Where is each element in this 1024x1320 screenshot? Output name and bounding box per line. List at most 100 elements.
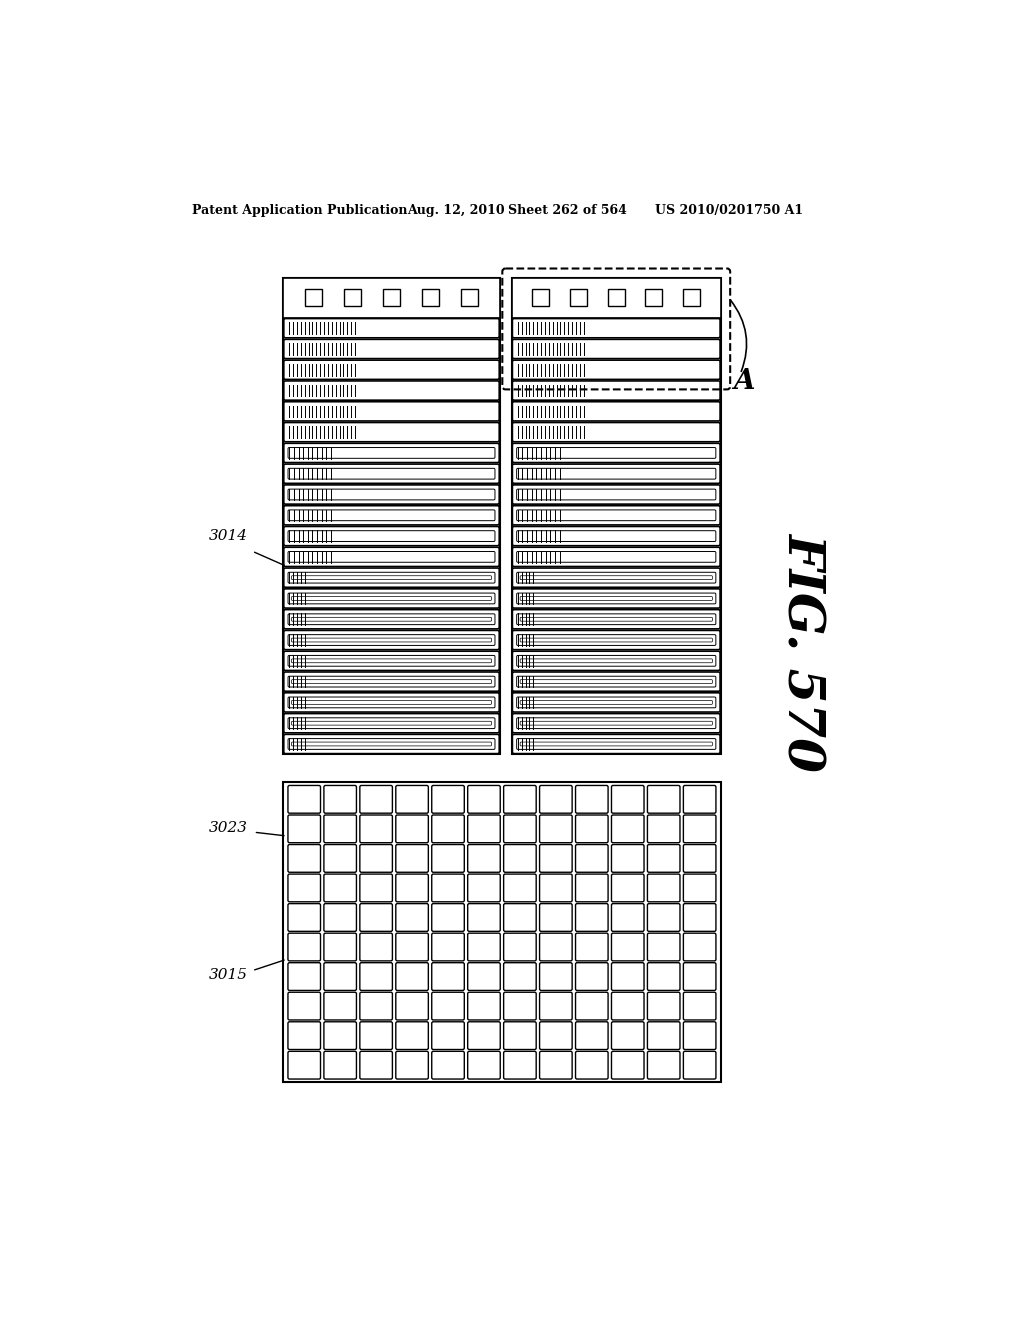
- FancyBboxPatch shape: [520, 638, 713, 642]
- FancyBboxPatch shape: [540, 785, 572, 813]
- FancyBboxPatch shape: [468, 874, 501, 902]
- FancyBboxPatch shape: [284, 527, 500, 545]
- Bar: [305, 289, 322, 306]
- FancyBboxPatch shape: [512, 444, 720, 462]
- FancyBboxPatch shape: [540, 1051, 572, 1078]
- FancyBboxPatch shape: [504, 785, 537, 813]
- FancyBboxPatch shape: [517, 510, 716, 520]
- FancyBboxPatch shape: [504, 845, 537, 873]
- FancyBboxPatch shape: [520, 659, 713, 663]
- FancyBboxPatch shape: [288, 531, 495, 541]
- FancyBboxPatch shape: [512, 631, 720, 649]
- FancyBboxPatch shape: [288, 447, 495, 458]
- Text: Sheet 262 of 564: Sheet 262 of 564: [508, 205, 627, 218]
- Bar: [422, 289, 439, 306]
- Text: 3014: 3014: [209, 529, 248, 543]
- Text: Patent Application Publication: Patent Application Publication: [191, 205, 408, 218]
- FancyBboxPatch shape: [324, 993, 356, 1020]
- FancyBboxPatch shape: [575, 993, 608, 1020]
- FancyBboxPatch shape: [611, 785, 644, 813]
- FancyBboxPatch shape: [512, 506, 720, 525]
- FancyBboxPatch shape: [647, 785, 680, 813]
- FancyBboxPatch shape: [292, 597, 492, 601]
- FancyBboxPatch shape: [540, 814, 572, 842]
- FancyBboxPatch shape: [292, 742, 492, 746]
- FancyBboxPatch shape: [512, 672, 720, 692]
- FancyBboxPatch shape: [396, 845, 428, 873]
- FancyBboxPatch shape: [359, 845, 392, 873]
- FancyBboxPatch shape: [575, 1051, 608, 1078]
- FancyBboxPatch shape: [504, 962, 537, 990]
- FancyBboxPatch shape: [540, 962, 572, 990]
- FancyBboxPatch shape: [284, 589, 500, 609]
- Text: A: A: [733, 368, 755, 395]
- Bar: [512, 277, 721, 754]
- FancyBboxPatch shape: [517, 469, 716, 479]
- FancyBboxPatch shape: [432, 962, 464, 990]
- FancyBboxPatch shape: [611, 933, 644, 961]
- FancyBboxPatch shape: [284, 672, 500, 692]
- FancyBboxPatch shape: [284, 651, 500, 671]
- FancyBboxPatch shape: [432, 845, 464, 873]
- Text: FIG. 570: FIG. 570: [778, 532, 826, 771]
- FancyBboxPatch shape: [284, 610, 500, 628]
- FancyBboxPatch shape: [468, 1051, 501, 1078]
- FancyBboxPatch shape: [288, 490, 495, 500]
- FancyBboxPatch shape: [540, 904, 572, 932]
- FancyBboxPatch shape: [517, 635, 716, 645]
- FancyBboxPatch shape: [284, 734, 500, 754]
- Bar: [283, 277, 500, 754]
- FancyBboxPatch shape: [284, 360, 500, 379]
- FancyBboxPatch shape: [359, 993, 392, 1020]
- Bar: [283, 277, 500, 318]
- FancyBboxPatch shape: [359, 962, 392, 990]
- FancyBboxPatch shape: [324, 845, 356, 873]
- FancyBboxPatch shape: [396, 814, 428, 842]
- FancyBboxPatch shape: [432, 993, 464, 1020]
- FancyBboxPatch shape: [324, 904, 356, 932]
- FancyBboxPatch shape: [432, 904, 464, 932]
- FancyBboxPatch shape: [611, 993, 644, 1020]
- FancyBboxPatch shape: [324, 814, 356, 842]
- FancyBboxPatch shape: [512, 734, 720, 754]
- FancyBboxPatch shape: [575, 1022, 608, 1049]
- FancyBboxPatch shape: [540, 993, 572, 1020]
- FancyBboxPatch shape: [324, 962, 356, 990]
- FancyBboxPatch shape: [284, 422, 500, 442]
- FancyBboxPatch shape: [520, 618, 713, 622]
- FancyBboxPatch shape: [504, 993, 537, 1020]
- FancyBboxPatch shape: [292, 721, 492, 725]
- FancyBboxPatch shape: [288, 614, 495, 624]
- FancyBboxPatch shape: [517, 573, 716, 583]
- FancyBboxPatch shape: [575, 904, 608, 932]
- FancyBboxPatch shape: [396, 1051, 428, 1078]
- FancyBboxPatch shape: [517, 656, 716, 667]
- FancyBboxPatch shape: [292, 701, 492, 705]
- FancyBboxPatch shape: [432, 1051, 464, 1078]
- FancyBboxPatch shape: [647, 962, 680, 990]
- FancyBboxPatch shape: [575, 785, 608, 813]
- Bar: [344, 289, 361, 306]
- FancyBboxPatch shape: [611, 814, 644, 842]
- FancyBboxPatch shape: [611, 904, 644, 932]
- FancyBboxPatch shape: [512, 422, 720, 442]
- FancyBboxPatch shape: [468, 785, 501, 813]
- FancyBboxPatch shape: [288, 635, 495, 645]
- FancyBboxPatch shape: [512, 714, 720, 733]
- FancyBboxPatch shape: [324, 933, 356, 961]
- Text: 3015: 3015: [209, 968, 248, 982]
- FancyBboxPatch shape: [512, 360, 720, 379]
- FancyBboxPatch shape: [288, 697, 495, 708]
- FancyBboxPatch shape: [611, 962, 644, 990]
- FancyBboxPatch shape: [517, 593, 716, 603]
- FancyBboxPatch shape: [292, 618, 492, 622]
- FancyBboxPatch shape: [288, 739, 495, 750]
- FancyBboxPatch shape: [288, 510, 495, 520]
- FancyBboxPatch shape: [647, 814, 680, 842]
- FancyBboxPatch shape: [512, 568, 720, 587]
- FancyBboxPatch shape: [540, 933, 572, 961]
- FancyBboxPatch shape: [468, 933, 501, 961]
- FancyBboxPatch shape: [520, 597, 713, 601]
- Bar: [512, 277, 721, 318]
- FancyBboxPatch shape: [512, 401, 720, 421]
